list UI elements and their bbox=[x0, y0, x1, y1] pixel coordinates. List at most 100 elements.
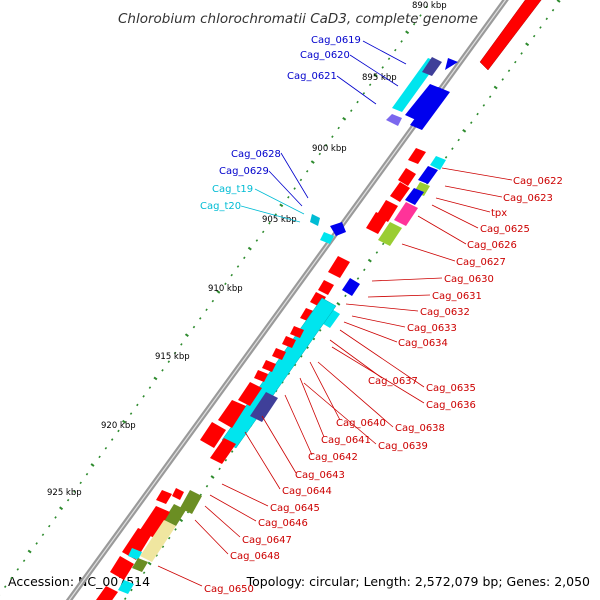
gene-label[interactable]: Cag_0644 bbox=[282, 486, 332, 497]
gene-label[interactable]: Cag_0650 bbox=[204, 584, 254, 595]
tick-dot bbox=[90, 463, 95, 467]
gene-block[interactable] bbox=[405, 84, 440, 120]
gene-label[interactable]: Cag_t19 bbox=[212, 184, 253, 195]
tick-dot bbox=[167, 360, 171, 363]
gene-block[interactable] bbox=[132, 558, 148, 572]
gene-block[interactable] bbox=[128, 548, 142, 560]
gene-arrow[interactable] bbox=[479, 0, 545, 71]
gene-block[interactable] bbox=[218, 400, 246, 428]
tick-dot bbox=[268, 221, 271, 225]
gene-block[interactable] bbox=[118, 580, 134, 594]
tick-dot bbox=[324, 144, 328, 147]
gene-label[interactable]: Cag_0623 bbox=[503, 193, 553, 204]
gene-label[interactable]: Cag_0643 bbox=[295, 470, 345, 481]
gene-label[interactable]: Cag_0648 bbox=[230, 551, 280, 562]
gene-block[interactable] bbox=[394, 202, 418, 226]
gene-block[interactable] bbox=[405, 188, 424, 205]
tick-dot bbox=[293, 187, 296, 190]
gene-block[interactable] bbox=[342, 278, 360, 296]
gene-label[interactable]: Cag_0641 bbox=[321, 435, 371, 446]
gene-block[interactable] bbox=[318, 280, 334, 295]
tick-dot bbox=[488, 95, 492, 99]
gene-block[interactable] bbox=[156, 490, 172, 504]
gene-label[interactable]: Cag_0634 bbox=[398, 338, 448, 349]
gene-label[interactable]: Cag_0619 bbox=[311, 35, 361, 46]
gene-block[interactable] bbox=[366, 212, 388, 234]
gene-label[interactable]: Cag_0635 bbox=[426, 383, 476, 394]
gene-label[interactable]: Cag_0627 bbox=[456, 257, 506, 268]
gene-block[interactable] bbox=[310, 214, 320, 226]
gene-block[interactable] bbox=[140, 506, 170, 538]
gene-label[interactable]: Cag_0632 bbox=[420, 307, 470, 318]
backbone-highlight bbox=[68, 0, 507, 600]
gene-block[interactable] bbox=[390, 182, 410, 202]
gene-block[interactable] bbox=[410, 87, 450, 130]
gene-arrow[interactable] bbox=[445, 58, 458, 70]
gene-block[interactable] bbox=[122, 528, 152, 560]
gene-block[interactable] bbox=[418, 166, 438, 184]
gene-label[interactable]: Cag_t20 bbox=[200, 201, 241, 212]
gene-label[interactable]: Cag_0629 bbox=[219, 166, 269, 177]
kbp-label: 895 kbp bbox=[362, 73, 397, 83]
tick-dot bbox=[16, 568, 20, 571]
gene-label[interactable]: Cag_0638 bbox=[395, 423, 445, 434]
gene-block[interactable] bbox=[140, 520, 176, 562]
tick-dot bbox=[419, 14, 422, 17]
gene-label[interactable]: Cag_0630 bbox=[444, 274, 494, 285]
gene-block[interactable] bbox=[180, 490, 202, 514]
gene-label[interactable]: Cag_0625 bbox=[480, 224, 530, 235]
gene-label[interactable]: Cag_0637 bbox=[368, 376, 418, 387]
tick-dot bbox=[356, 277, 360, 280]
gene-block[interactable] bbox=[398, 168, 416, 186]
gene-block[interactable] bbox=[320, 308, 340, 328]
tick-dot bbox=[121, 419, 126, 424]
gene-label[interactable]: Cag_0620 bbox=[300, 50, 350, 61]
gene-label[interactable]: Cag_0639 bbox=[378, 441, 428, 452]
gene-arrow[interactable] bbox=[254, 370, 268, 382]
gene-block[interactable] bbox=[320, 232, 334, 244]
gene-block[interactable] bbox=[210, 438, 236, 464]
gene-block[interactable] bbox=[408, 148, 426, 164]
gene-label[interactable]: tpx bbox=[491, 208, 507, 219]
tick-dot bbox=[224, 282, 227, 286]
gene-block[interactable] bbox=[238, 382, 262, 406]
gene-block[interactable] bbox=[96, 586, 118, 600]
gene-label[interactable]: Cag_0622 bbox=[513, 176, 563, 187]
gene-arrow[interactable] bbox=[290, 326, 304, 338]
gene-label[interactable]: Cag_0647 bbox=[242, 535, 292, 546]
tick-dot bbox=[27, 549, 32, 554]
gene-label[interactable]: Cag_0642 bbox=[308, 452, 358, 463]
gene-label[interactable]: Cag_0631 bbox=[432, 291, 482, 302]
gene-block[interactable] bbox=[386, 114, 402, 126]
tick-dot bbox=[482, 104, 486, 107]
tick-dot bbox=[205, 484, 209, 488]
gene-block[interactable] bbox=[422, 57, 442, 76]
gene-label[interactable]: Cag_0640 bbox=[336, 418, 386, 429]
gene-block[interactable] bbox=[172, 488, 184, 500]
gene-arrow[interactable] bbox=[330, 222, 346, 236]
gene-arrow[interactable] bbox=[262, 360, 276, 372]
gene-block[interactable] bbox=[250, 392, 278, 422]
gene-label[interactable]: Cag_0628 bbox=[231, 149, 281, 160]
tick-dot bbox=[375, 251, 379, 254]
gene-block[interactable] bbox=[200, 422, 226, 448]
gene-arrow[interactable] bbox=[272, 348, 286, 360]
gene-label[interactable]: Cag_0646 bbox=[258, 518, 308, 529]
tick-dot bbox=[142, 571, 146, 575]
topology-text: Topology: circular; Length: 2,572,079 bp… bbox=[246, 574, 590, 589]
gene-arrow[interactable] bbox=[328, 256, 350, 278]
tick-dot bbox=[54, 516, 57, 519]
tick-dot bbox=[168, 536, 171, 540]
gene-block[interactable] bbox=[110, 556, 134, 580]
gene-label[interactable]: Cag_0626 bbox=[467, 240, 517, 251]
gene-block[interactable] bbox=[430, 156, 446, 170]
gene-label[interactable]: Cag_0645 bbox=[270, 503, 320, 514]
gene-label[interactable]: Cag_0633 bbox=[407, 323, 457, 334]
gene-block[interactable] bbox=[164, 504, 186, 526]
tick-dot bbox=[199, 317, 202, 320]
gene-label[interactable]: Cag_0621 bbox=[287, 71, 337, 82]
gene-label[interactable]: Cag_0636 bbox=[426, 400, 476, 411]
gene-arrow[interactable] bbox=[282, 336, 296, 348]
tick-dot bbox=[236, 265, 240, 268]
gene-block[interactable] bbox=[378, 222, 402, 246]
